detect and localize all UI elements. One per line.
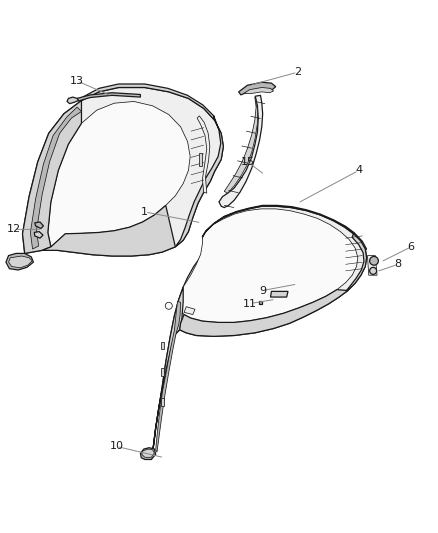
Polygon shape bbox=[67, 97, 78, 103]
Text: 2: 2 bbox=[294, 67, 301, 77]
Circle shape bbox=[165, 302, 172, 309]
Text: 6: 6 bbox=[408, 242, 415, 252]
Text: 15: 15 bbox=[240, 157, 254, 167]
Circle shape bbox=[370, 268, 377, 274]
Polygon shape bbox=[259, 301, 262, 304]
Polygon shape bbox=[141, 448, 155, 459]
Polygon shape bbox=[345, 234, 367, 293]
Polygon shape bbox=[22, 87, 223, 256]
Polygon shape bbox=[271, 292, 288, 297]
Polygon shape bbox=[199, 153, 201, 166]
Polygon shape bbox=[77, 93, 141, 101]
Polygon shape bbox=[161, 368, 164, 376]
Polygon shape bbox=[6, 253, 33, 270]
Text: 1: 1 bbox=[141, 207, 148, 217]
Polygon shape bbox=[197, 116, 210, 193]
Polygon shape bbox=[161, 398, 164, 406]
Polygon shape bbox=[202, 205, 367, 250]
Polygon shape bbox=[9, 256, 32, 268]
Polygon shape bbox=[30, 107, 81, 249]
Polygon shape bbox=[35, 222, 43, 229]
Text: 12: 12 bbox=[7, 224, 21, 235]
Polygon shape bbox=[151, 287, 183, 459]
Text: 9: 9 bbox=[259, 286, 266, 295]
Polygon shape bbox=[219, 95, 263, 207]
Polygon shape bbox=[155, 302, 180, 452]
Polygon shape bbox=[184, 306, 195, 314]
Circle shape bbox=[370, 256, 378, 265]
Polygon shape bbox=[142, 449, 154, 457]
Polygon shape bbox=[81, 84, 215, 120]
Polygon shape bbox=[151, 206, 367, 459]
Text: 11: 11 bbox=[243, 298, 257, 309]
Text: 8: 8 bbox=[395, 260, 402, 269]
Polygon shape bbox=[180, 289, 348, 336]
Text: 4: 4 bbox=[355, 165, 362, 175]
Polygon shape bbox=[34, 231, 43, 238]
Polygon shape bbox=[224, 97, 258, 193]
Polygon shape bbox=[42, 205, 175, 256]
Polygon shape bbox=[161, 342, 164, 350]
Text: 10: 10 bbox=[110, 441, 124, 451]
Polygon shape bbox=[239, 82, 276, 95]
Polygon shape bbox=[175, 116, 223, 247]
Text: 13: 13 bbox=[70, 76, 84, 86]
Polygon shape bbox=[180, 209, 358, 322]
Polygon shape bbox=[367, 256, 377, 275]
Polygon shape bbox=[48, 101, 190, 247]
Polygon shape bbox=[244, 87, 274, 94]
Polygon shape bbox=[22, 101, 81, 253]
